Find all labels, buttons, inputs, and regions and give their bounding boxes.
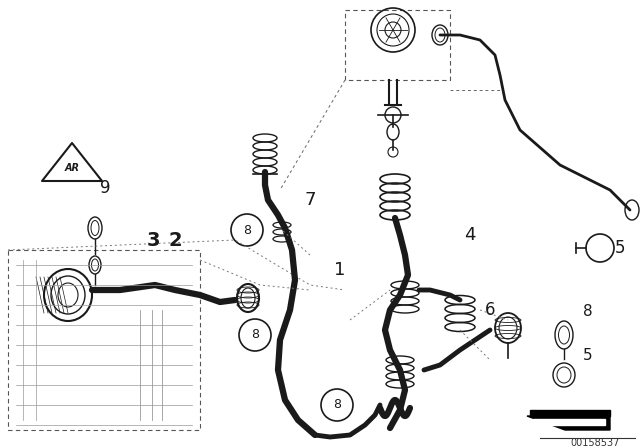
Text: 6: 6 [484,301,495,319]
Text: 2: 2 [168,231,182,250]
Text: 8: 8 [251,328,259,341]
Text: 5: 5 [583,348,593,362]
Text: 8: 8 [243,224,251,237]
Circle shape [239,319,271,351]
Text: 00158537: 00158537 [570,438,620,448]
Bar [345,10,450,80]
Text: 4: 4 [464,226,476,244]
Polygon shape [530,410,610,416]
Polygon shape [527,416,610,430]
Polygon shape [533,419,605,425]
Circle shape [231,214,263,246]
Text: 9: 9 [100,179,110,197]
Text: 7: 7 [304,191,316,209]
Text: AR: AR [65,163,79,173]
Text: 1: 1 [334,261,346,279]
Text: 3: 3 [147,231,160,250]
Bar [8,250,200,430]
Text: 8: 8 [583,305,593,319]
Text: 5: 5 [615,239,625,257]
Text: 8: 8 [333,399,341,412]
Circle shape [321,389,353,421]
